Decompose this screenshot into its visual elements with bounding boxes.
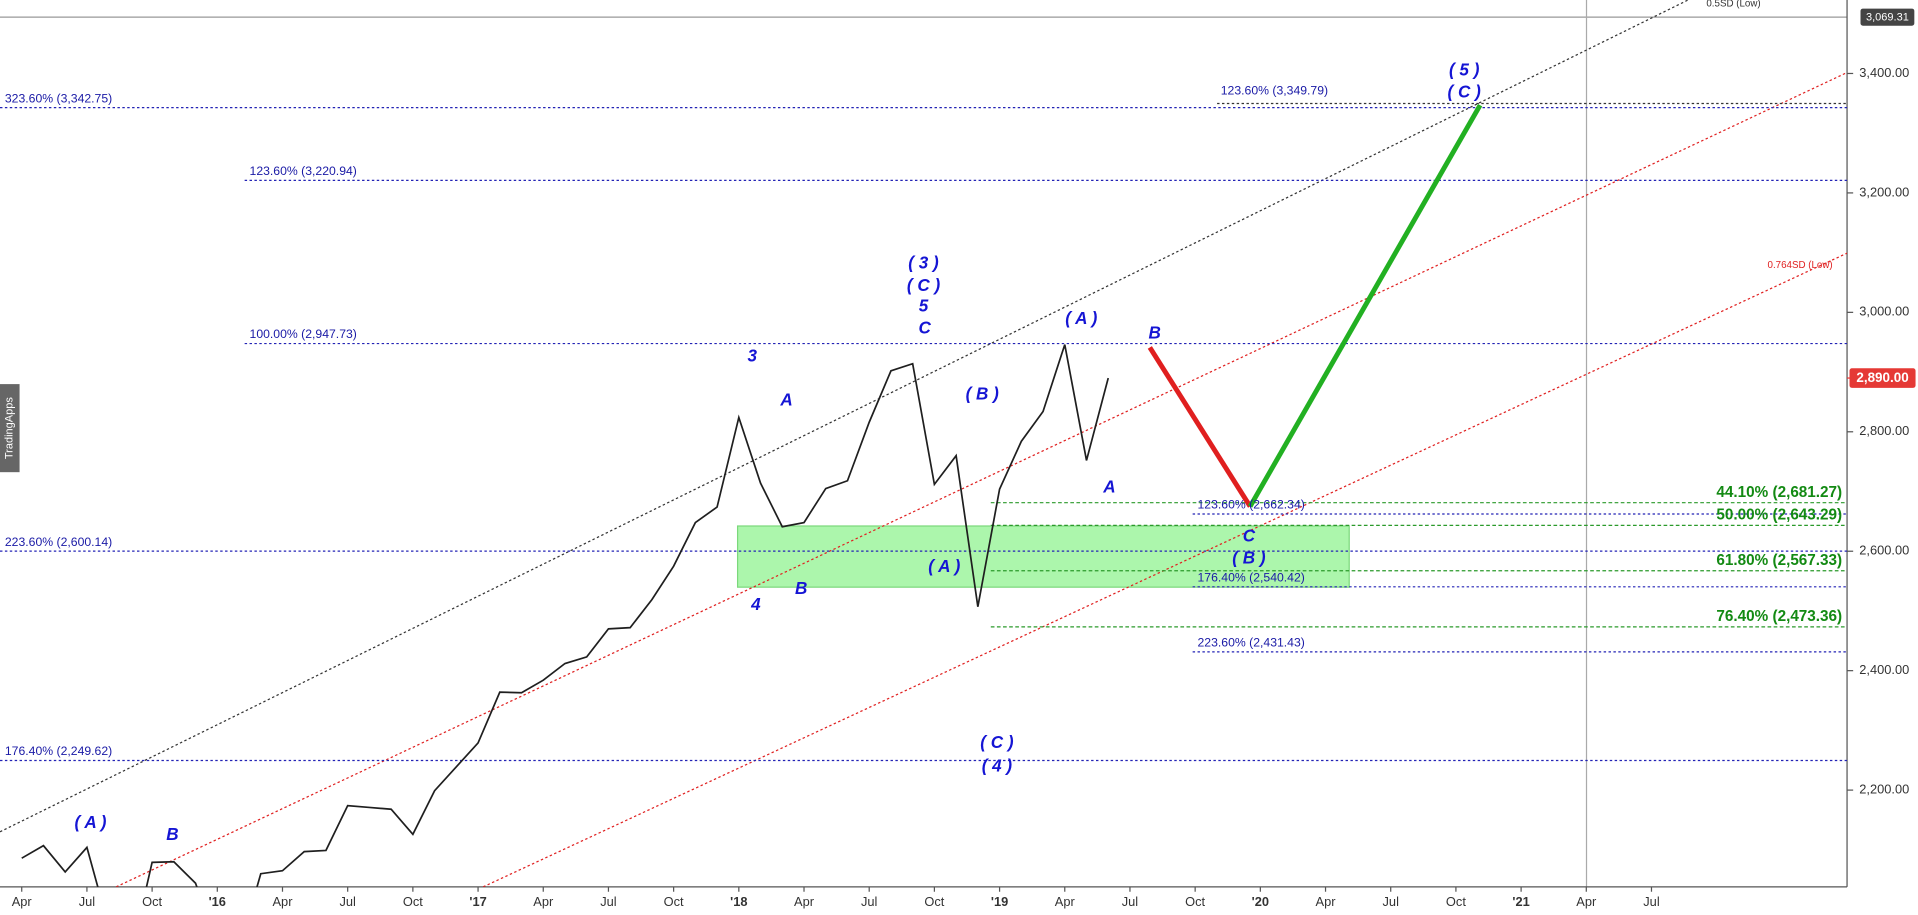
wave-label: ( C ) [907, 276, 941, 295]
retracement-label: 44.10% (2,681.27) [1716, 484, 1842, 501]
fib-label: 123.60% (3,220.94) [250, 164, 357, 178]
x-tick-label: Oct [142, 894, 162, 909]
x-tick-label: Oct [924, 894, 944, 909]
fib-label: 123.60% (3,349.79) [1221, 83, 1328, 97]
channel-line [482, 252, 1848, 887]
watermark: TradingApps [0, 384, 20, 473]
retracement-label: 76.40% (2,473.36) [1716, 608, 1842, 625]
wave-label: ( C ) [980, 733, 1014, 752]
channel-label: 0.764SD (Low) [1768, 260, 1833, 271]
wave-label: B [795, 579, 807, 598]
x-tick-label: Apr [533, 894, 554, 909]
wave-label: ( C ) [1448, 82, 1482, 101]
y-tick-label: 3,400.00 [1859, 65, 1909, 80]
x-tick-label: '16 [209, 894, 226, 909]
y-tick-label: 3,000.00 [1859, 304, 1909, 319]
last-price-label: 2,890.00 [1856, 370, 1908, 385]
watermark-text: TradingApps [4, 397, 16, 459]
x-tick-label: Apr [1055, 894, 1076, 909]
x-tick-label: Apr [794, 894, 815, 909]
wave-label: ( B ) [966, 385, 1000, 404]
projection-down [1147, 346, 1253, 508]
wave-label: 5 [919, 297, 929, 316]
wave-label: ( 4 ) [982, 756, 1013, 775]
y-tick-label: 2,800.00 [1859, 423, 1909, 438]
channel-label: 0.5SD (Low) [1706, 0, 1760, 9]
wave-label: ( A ) [1065, 309, 1097, 328]
wave-label: 4 [750, 595, 761, 614]
x-tick-label: Jul [79, 894, 95, 909]
wave-label: ( 3 ) [908, 254, 939, 273]
x-tick-label: Apr [1316, 894, 1337, 909]
wave-label: ( A ) [928, 557, 960, 576]
x-tick-label: Jul [1122, 894, 1138, 909]
y-tick-label: 2,600.00 [1859, 543, 1909, 558]
wave-label: A [779, 391, 792, 410]
channel-line [115, 71, 1848, 887]
x-tick-label: Jul [1383, 894, 1399, 909]
x-tick-label: '20 [1252, 894, 1269, 909]
x-tick-label: Apr [12, 894, 33, 909]
wave-label: ( 5 ) [1449, 60, 1480, 79]
wave-label: C [919, 319, 932, 338]
projection-up [1248, 103, 1483, 508]
x-tick-label: Oct [664, 894, 684, 909]
target-zone [736, 525, 1350, 588]
fib-label: 323.60% (3,342.75) [5, 91, 112, 105]
wave-label: 3 [748, 347, 758, 366]
x-tick-label: Jul [861, 894, 877, 909]
fib-label: 176.40% (2,249.62) [5, 744, 112, 758]
wave-label: ( B ) [1232, 549, 1266, 568]
last-price-badge [1849, 368, 1916, 388]
price-badge [1860, 8, 1915, 26]
wave-label: C [1243, 527, 1256, 546]
price-badge-text: 3,069.31 [1866, 12, 1909, 24]
fib-label: 123.60% (2,662.34) [1198, 498, 1305, 512]
x-tick-label: Apr [1576, 894, 1597, 909]
wave-label: A [1102, 478, 1115, 497]
x-tick-label: Oct [1446, 894, 1466, 909]
fib-label: 176.40% (2,540.42) [1198, 570, 1305, 584]
y-tick-label: 3,200.00 [1859, 184, 1909, 199]
fib-label: 223.60% (2,600.14) [5, 535, 112, 549]
x-tick-label: Oct [1185, 894, 1205, 909]
retracement-label: 50.00% (2,643.29) [1716, 507, 1842, 524]
x-tick-label: Jul [600, 894, 616, 909]
wave-label: ( A ) [75, 813, 107, 832]
fib-label: 223.60% (2,431.43) [1198, 636, 1305, 650]
price-line [21, 344, 1110, 887]
retracement-label: 61.80% (2,567.33) [1716, 552, 1842, 569]
x-tick-label: Jul [1643, 894, 1659, 909]
x-tick-label: Oct [403, 894, 423, 909]
y-tick-label: 2,200.00 [1859, 781, 1909, 796]
x-tick-label: '21 [1512, 894, 1529, 909]
x-tick-label: '18 [730, 894, 747, 909]
wave-label: B [166, 825, 178, 844]
x-tick-label: Apr [273, 894, 294, 909]
wave-label: B [1149, 323, 1161, 342]
x-tick-label: '19 [991, 894, 1008, 909]
y-tick-label: 2,400.00 [1859, 662, 1909, 677]
channel-line [0, 0, 1689, 833]
x-tick-label: '17 [469, 894, 486, 909]
x-tick-label: Jul [339, 894, 355, 909]
fib-label: 100.00% (2,947.73) [250, 327, 357, 341]
